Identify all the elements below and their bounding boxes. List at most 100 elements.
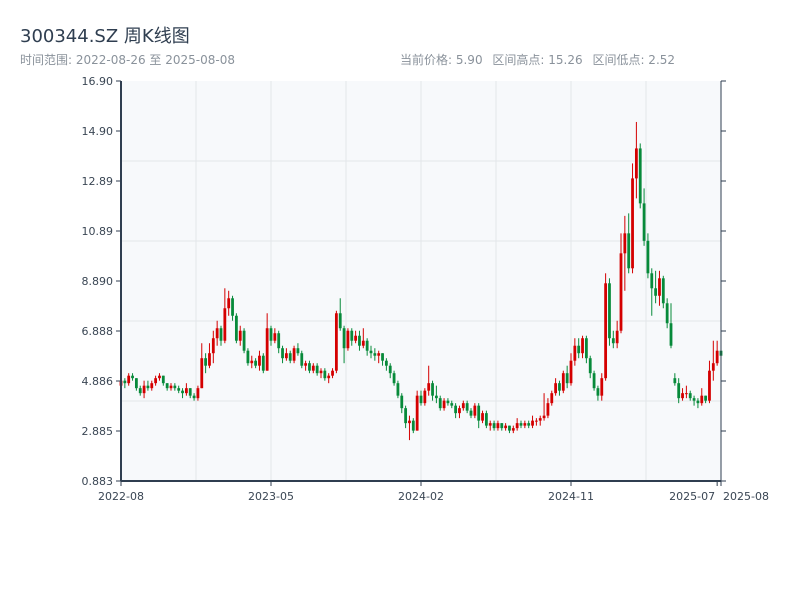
candle-body <box>638 148 642 204</box>
candle-body <box>704 395 708 401</box>
candle-body <box>150 383 154 389</box>
candle <box>354 330 358 344</box>
candle <box>246 348 250 366</box>
candle <box>177 385 181 394</box>
candle <box>569 353 573 386</box>
candle <box>665 298 669 329</box>
candle-body <box>146 385 150 389</box>
candle <box>546 398 550 419</box>
candle <box>588 355 592 379</box>
candle-body <box>327 375 331 379</box>
candle-body <box>246 350 250 364</box>
candle <box>311 363 315 374</box>
candle <box>696 398 700 409</box>
candle <box>342 325 346 364</box>
candle <box>577 338 581 359</box>
candle-body <box>658 278 661 296</box>
candle-body <box>550 393 554 404</box>
candle <box>638 143 642 209</box>
candle-body <box>161 375 165 384</box>
candle <box>369 345 373 359</box>
candle-body <box>138 388 142 394</box>
candle <box>181 388 184 399</box>
candle-body <box>519 423 523 426</box>
candle <box>146 380 150 391</box>
candle <box>434 385 438 404</box>
candle <box>515 418 519 431</box>
price-summary: 当前价格: 5.90 区间高点: 15.26 区间低点: 2.52 <box>400 51 681 68</box>
candle-body <box>554 383 558 394</box>
candle <box>561 370 565 394</box>
candle-body <box>208 353 211 366</box>
candle-body <box>338 313 342 329</box>
candle <box>442 398 446 411</box>
candle-body <box>665 303 669 324</box>
candle <box>288 350 292 364</box>
candle <box>338 298 342 331</box>
candle <box>161 375 165 386</box>
candle-body <box>496 423 500 429</box>
candle <box>704 395 708 404</box>
candle-body <box>700 395 704 404</box>
candle <box>469 408 473 419</box>
candle <box>219 325 223 346</box>
candle-body <box>661 278 665 304</box>
candle <box>408 415 411 441</box>
candle-body <box>584 338 588 359</box>
candle <box>292 345 296 364</box>
candle-body <box>481 413 484 421</box>
candle-body <box>596 388 600 396</box>
candle <box>123 378 127 389</box>
candle <box>527 420 531 429</box>
candle-body <box>227 298 231 309</box>
candle <box>184 383 188 396</box>
candle-body <box>465 403 469 411</box>
candle-body <box>204 358 208 366</box>
candle-body <box>708 370 711 401</box>
candle-body <box>711 363 715 371</box>
candle <box>261 353 265 374</box>
candle-body <box>350 330 354 341</box>
candle <box>242 328 246 354</box>
candle-body <box>654 288 658 296</box>
candle-body <box>123 380 127 384</box>
candle-body <box>284 353 288 359</box>
candle <box>165 383 169 391</box>
candle <box>531 415 534 429</box>
candle-body <box>538 418 542 421</box>
candle <box>411 418 415 434</box>
candle <box>481 410 484 424</box>
candle <box>681 388 684 401</box>
period-low: 区间低点: 2.52 <box>592 53 676 67</box>
candle <box>331 368 334 379</box>
candle <box>215 320 219 346</box>
candle <box>392 370 396 386</box>
candle <box>627 213 631 274</box>
current-price: 当前价格: 5.90 <box>400 53 483 67</box>
candle <box>365 338 369 356</box>
candle <box>250 355 254 369</box>
candle-body <box>142 385 146 394</box>
candle <box>127 373 131 386</box>
candle <box>677 378 681 404</box>
candle-body <box>323 370 327 379</box>
candle-body <box>542 415 546 419</box>
candle-body <box>600 378 604 396</box>
x-tick-label: 2022-08 <box>98 490 144 503</box>
candle-body <box>192 395 196 399</box>
candle <box>204 353 208 374</box>
candle <box>142 380 146 399</box>
candle <box>484 410 488 429</box>
candle <box>154 375 158 386</box>
candle-body <box>381 353 384 361</box>
candle <box>454 403 458 419</box>
candle <box>573 338 577 366</box>
candle <box>346 328 350 351</box>
candle-body <box>408 420 411 424</box>
candle-body <box>688 393 692 399</box>
candle <box>134 378 138 391</box>
candle-body <box>484 413 488 426</box>
x-tick-label: 2024-02 <box>398 490 444 503</box>
candle-body <box>615 330 619 344</box>
candle <box>308 360 311 374</box>
